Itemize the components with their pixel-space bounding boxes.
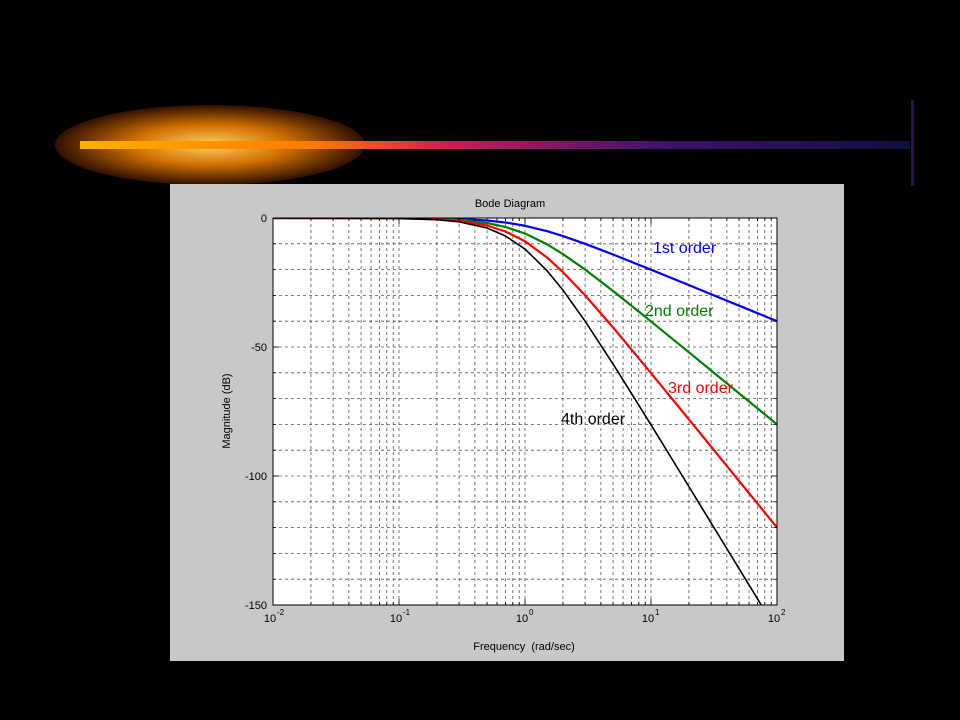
x-tick-label: 10 <box>642 613 654 625</box>
label-3rd-order: 3rd order <box>668 380 734 397</box>
x-tick-exponent: 2 <box>781 608 786 617</box>
y-tick-label: -50 <box>251 342 267 354</box>
label-1st-order: 1st order <box>653 240 717 257</box>
x-tick-exponent: -1 <box>403 608 411 617</box>
y-axis-label: Magnitude (dB) <box>221 373 233 448</box>
grid <box>273 218 777 605</box>
bode-figure: 10 -2 10 -1 10 0 10 1 10 2 0 -50 -100 -150 Bode Diagr… <box>170 184 844 661</box>
chart-title: Bode Diagram <box>475 198 545 210</box>
beam-end-bar <box>911 100 914 186</box>
x-tick-label: 10 <box>768 613 780 625</box>
x-tick-exponent: 0 <box>529 608 534 617</box>
comet-beam <box>80 141 910 149</box>
series-line-3 <box>273 218 777 529</box>
y-tick-label: -150 <box>245 600 267 612</box>
x-tick-exponent: 1 <box>655 608 660 617</box>
y-tick-label: -100 <box>245 471 267 483</box>
label-4th-order: 4th order <box>561 411 626 428</box>
x-tick-label: 10 <box>264 613 276 625</box>
x-tick-exponent: -2 <box>277 608 285 617</box>
y-tick-label: 0 <box>261 213 267 225</box>
series-line-4 <box>273 218 763 605</box>
x-axis-label: Frequency (rad/sec) <box>473 641 574 653</box>
series-lines <box>273 218 777 605</box>
x-tick-label: 10 <box>516 613 528 625</box>
x-tick-label: 10 <box>390 613 402 625</box>
label-2nd-order: 2nd order <box>645 303 714 320</box>
